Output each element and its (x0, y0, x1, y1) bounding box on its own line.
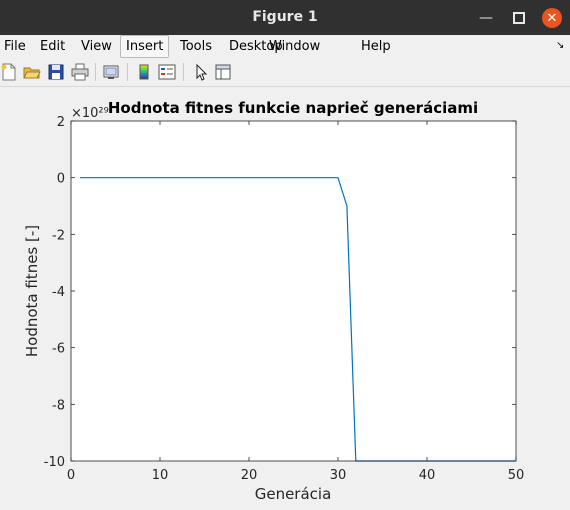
menu-window[interactable]: Window (269, 39, 321, 54)
menu-file[interactable]: File (4, 39, 26, 54)
menu-edit[interactable]: Edit (40, 39, 66, 54)
y-tick-label: 0 (57, 172, 65, 187)
pointer-icon[interactable] (192, 63, 210, 81)
window-title: Figure 1 (252, 9, 318, 25)
menu-bar: File Edit View Insert Tools Desktop Wind… (0, 35, 570, 58)
figure-canvas: 0 10 20 30 40 50 2 0 -2 -4 -6 -8 -10 ×10²⁹ Hodnota f… (0, 87, 570, 506)
x-tick-label: 0 (67, 468, 75, 483)
title-bar: Figure 1 — ✕ (0, 0, 570, 35)
y-tick-label: -4 (52, 285, 65, 300)
x-tick-label: 50 (508, 468, 525, 483)
x-tick-label: 20 (241, 468, 258, 483)
menu-desktop[interactable]: Desktop (229, 39, 283, 54)
menu-help[interactable]: Help (361, 39, 391, 54)
toolbar-separator (127, 63, 128, 81)
plot-area (71, 121, 516, 461)
menu-insert[interactable]: Insert (120, 35, 170, 58)
property-editor-icon[interactable] (214, 63, 232, 81)
y-axis-label: Hodnota fitnes [-] (23, 225, 41, 357)
y-exponent-label: ×10²⁹ (71, 106, 109, 121)
legend-icon[interactable] (158, 63, 176, 81)
toolbar-separator (95, 63, 96, 81)
minimize-icon[interactable]: — (479, 10, 493, 26)
toolbar-separator (183, 63, 184, 81)
menu-dock-arrow-icon[interactable]: ↘ (556, 40, 565, 51)
x-axis-label: Generácia (255, 485, 332, 503)
x-tick-label: 30 (330, 468, 347, 483)
x-tick-label: 10 (152, 468, 169, 483)
y-tick-label: -6 (52, 342, 65, 357)
print-icon[interactable] (71, 63, 89, 81)
new-figure-icon[interactable] (0, 63, 18, 81)
y-tick-label: -8 (52, 398, 65, 413)
y-tick-label: -10 (44, 455, 65, 470)
y-tick-label: -2 (52, 228, 65, 243)
menu-view[interactable]: View (81, 39, 112, 54)
axes-box (70, 120, 517, 462)
link-plot-icon[interactable] (102, 63, 120, 81)
menu-tools[interactable]: Tools (180, 39, 213, 54)
maximize-icon[interactable] (509, 8, 529, 28)
x-tick-label: 40 (419, 468, 436, 483)
colorbar-icon[interactable] (135, 63, 153, 81)
save-icon[interactable] (47, 63, 65, 81)
toolbar (0, 59, 570, 87)
close-icon[interactable]: ✕ (542, 8, 562, 28)
chart-title: Hodnota fitnes funkcie naprieč generácia… (108, 99, 478, 117)
open-file-icon[interactable] (23, 63, 41, 81)
y-tick-label: 2 (57, 115, 65, 130)
